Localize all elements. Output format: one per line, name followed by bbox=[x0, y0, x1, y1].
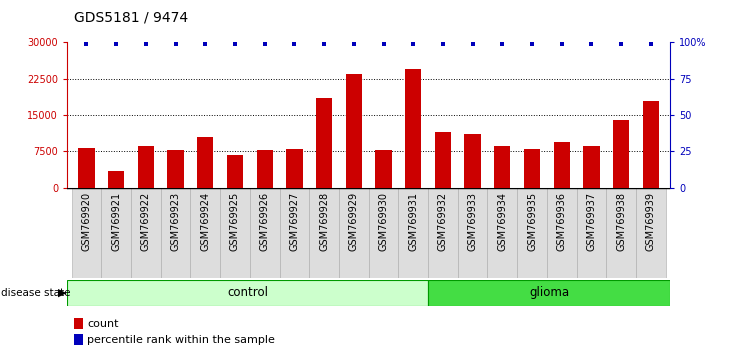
Bar bbox=[428, 188, 458, 278]
Text: GSM769923: GSM769923 bbox=[171, 192, 180, 251]
Bar bbox=[256, 150, 273, 188]
Bar bbox=[101, 188, 131, 278]
Bar bbox=[78, 148, 95, 188]
Text: GSM769926: GSM769926 bbox=[260, 192, 269, 251]
Bar bbox=[458, 188, 488, 278]
Bar bbox=[553, 142, 570, 188]
Bar bbox=[74, 318, 83, 329]
Text: GSM769921: GSM769921 bbox=[111, 192, 121, 251]
Text: control: control bbox=[227, 286, 268, 299]
Bar bbox=[613, 120, 629, 188]
Bar bbox=[131, 188, 161, 278]
Bar bbox=[310, 188, 339, 278]
Bar bbox=[524, 149, 540, 188]
Bar bbox=[191, 188, 220, 278]
Text: ▶: ▶ bbox=[58, 288, 66, 298]
Bar bbox=[369, 188, 399, 278]
Bar bbox=[428, 280, 670, 306]
Bar bbox=[339, 188, 369, 278]
Text: GDS5181 / 9474: GDS5181 / 9474 bbox=[74, 11, 188, 25]
Text: GSM769929: GSM769929 bbox=[349, 192, 359, 251]
Bar bbox=[399, 188, 428, 278]
Bar bbox=[577, 188, 607, 278]
Text: GSM769922: GSM769922 bbox=[141, 192, 151, 251]
Text: GSM769933: GSM769933 bbox=[468, 192, 477, 251]
Bar bbox=[72, 188, 101, 278]
Bar bbox=[636, 188, 666, 278]
Text: GSM769932: GSM769932 bbox=[438, 192, 448, 251]
Bar bbox=[161, 188, 191, 278]
Bar bbox=[220, 188, 250, 278]
Text: GSM769936: GSM769936 bbox=[557, 192, 566, 251]
Text: GSM769930: GSM769930 bbox=[378, 192, 388, 251]
Text: GSM769931: GSM769931 bbox=[408, 192, 418, 251]
Bar bbox=[227, 155, 243, 188]
Bar bbox=[583, 147, 599, 188]
Text: GSM769939: GSM769939 bbox=[646, 192, 656, 251]
Bar bbox=[138, 146, 154, 188]
Bar bbox=[435, 132, 451, 188]
Bar bbox=[197, 137, 213, 188]
Text: GSM769938: GSM769938 bbox=[616, 192, 626, 251]
Bar bbox=[74, 334, 83, 346]
Bar bbox=[167, 150, 184, 188]
Text: GSM769935: GSM769935 bbox=[527, 192, 537, 251]
Bar bbox=[108, 171, 124, 188]
Bar bbox=[316, 98, 332, 188]
Bar bbox=[375, 150, 392, 188]
Bar bbox=[280, 188, 310, 278]
Bar bbox=[607, 188, 636, 278]
Text: GSM769924: GSM769924 bbox=[200, 192, 210, 251]
Text: disease state: disease state bbox=[1, 288, 70, 298]
Bar bbox=[405, 69, 421, 188]
Bar bbox=[67, 280, 428, 306]
Text: count: count bbox=[88, 319, 119, 329]
Bar bbox=[488, 188, 517, 278]
Text: GSM769920: GSM769920 bbox=[82, 192, 91, 251]
Bar bbox=[250, 188, 280, 278]
Bar bbox=[547, 188, 577, 278]
Bar bbox=[345, 74, 362, 188]
Text: glioma: glioma bbox=[529, 286, 569, 299]
Text: GSM769927: GSM769927 bbox=[289, 192, 299, 251]
Bar bbox=[642, 101, 659, 188]
Bar bbox=[494, 147, 510, 188]
Text: GSM769937: GSM769937 bbox=[586, 192, 596, 251]
Text: GSM769925: GSM769925 bbox=[230, 192, 240, 251]
Bar bbox=[464, 135, 481, 188]
Text: GSM769928: GSM769928 bbox=[319, 192, 329, 251]
Bar bbox=[286, 149, 302, 188]
Text: GSM769934: GSM769934 bbox=[497, 192, 507, 251]
Text: percentile rank within the sample: percentile rank within the sample bbox=[88, 335, 275, 345]
Bar bbox=[517, 188, 547, 278]
